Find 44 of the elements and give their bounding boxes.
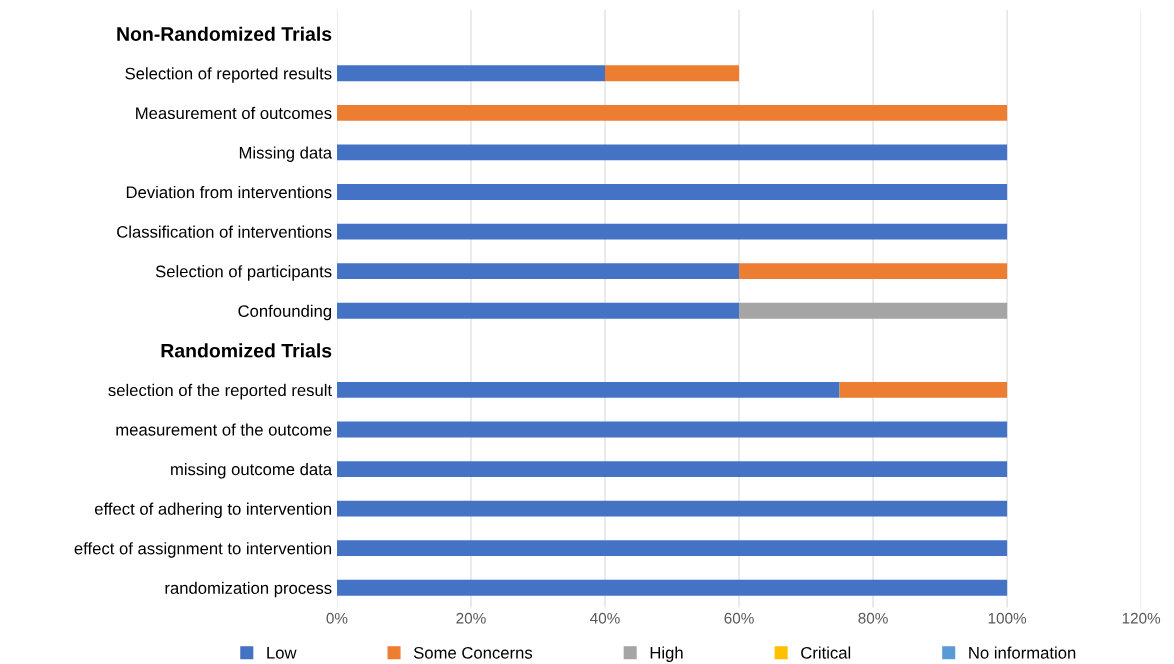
y-tick-label: Missing data — [239, 146, 333, 162]
y-tick-label: Non-Randomized Trials — [117, 26, 332, 41]
x-tick-label: 120% — [1122, 612, 1161, 624]
bar — [336, 302, 740, 319]
bar — [739, 263, 1008, 280]
bar — [336, 579, 1008, 596]
bar — [336, 65, 605, 82]
legend-label: Low — [267, 647, 297, 659]
legend-label: Some Concerns — [413, 646, 533, 659]
bar — [336, 461, 1008, 477]
y-tick-label: effect of adhering to intervention — [94, 502, 332, 519]
bar — [336, 500, 1008, 517]
x-tick-label: 80% — [858, 612, 888, 624]
x-tick-label: 20% — [456, 612, 486, 624]
legend-label: No information — [969, 646, 1076, 659]
bar — [336, 144, 1008, 161]
bar — [336, 381, 840, 398]
bar — [739, 302, 1008, 319]
y-tick-label: Randomized Trials — [161, 343, 332, 358]
y-tick-label: selection of the reported result — [108, 383, 332, 400]
y-tick-label: measurement of the outcome — [116, 423, 332, 436]
x-tick-label: 100% — [988, 612, 1027, 624]
bar — [336, 421, 1008, 438]
x-tick-label: 40% — [590, 612, 620, 624]
y-tick-label: Classification of interventions — [117, 225, 332, 238]
x-tick-label: 0% — [326, 612, 348, 624]
y-tick-label: Deviation from interventions — [126, 185, 332, 199]
bar — [336, 184, 1008, 200]
bar — [839, 381, 1008, 398]
bar — [336, 540, 1008, 557]
y-tick-label: randomization process — [165, 581, 332, 598]
legend-label: Critical — [801, 646, 851, 659]
bar — [605, 65, 740, 82]
y-tick-label: effect of assignment to intervention — [74, 542, 332, 558]
bar — [336, 104, 1008, 121]
y-tick-label: Selection of reported results — [125, 67, 332, 83]
y-tick-label: missing outcome data — [171, 463, 333, 479]
legend-label: High — [650, 646, 683, 662]
x-tick-label: 60% — [724, 612, 754, 624]
y-tick-label: Selection of participants — [155, 265, 332, 281]
bar — [336, 223, 1008, 240]
bar — [336, 263, 740, 280]
y-tick-label: Confounding — [238, 304, 332, 321]
y-tick-label: Measurement of outcomes — [136, 106, 332, 120]
